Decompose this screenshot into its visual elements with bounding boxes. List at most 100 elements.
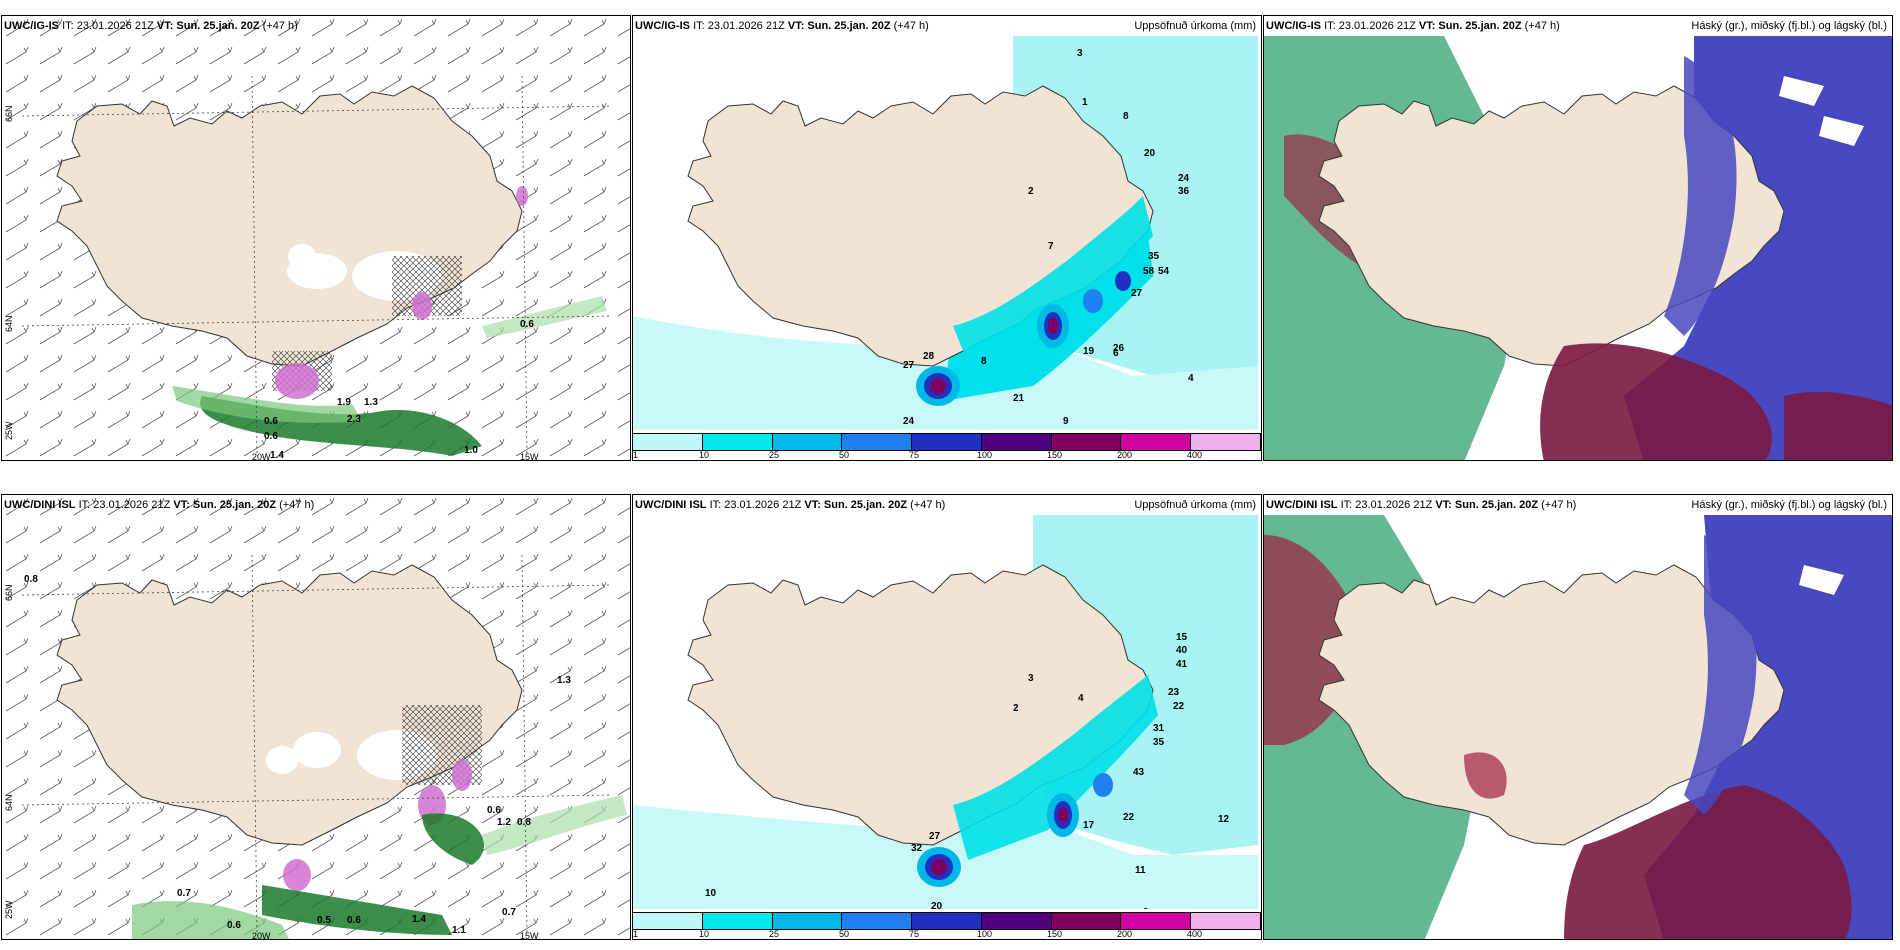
value-label: 0.8: [24, 574, 38, 585]
colorbar-segment: [1051, 913, 1122, 929]
lat-label-66n: 66N: [4, 584, 14, 601]
colorbar-segment: [772, 434, 843, 450]
panel-top-middle-precip: UWC/IG-IS IT: 23.01.2026 21Z VT: Sun. 25…: [632, 15, 1262, 461]
value-label: 21: [1013, 393, 1025, 404]
map-clouds: [1264, 495, 1892, 939]
colorbar-segments: [633, 912, 1261, 930]
value-label: 9: [1063, 416, 1069, 427]
value-label: 43: [1133, 767, 1145, 778]
precipitation-colorbar: 1 10 25 50 75 100 150 200 400: [633, 909, 1261, 939]
colorbar-segment: [772, 913, 843, 929]
colorbar-segment: [1191, 434, 1261, 450]
value-label: 2: [1013, 703, 1019, 714]
colorbar-tick: 75: [909, 929, 920, 939]
map-precipitation: 3 1 2 7 8 20 24 36 35 58 54 27 26 19 21 …: [633, 36, 1258, 432]
value-label: 1.4: [270, 450, 284, 461]
value-label: 24: [903, 416, 915, 427]
map-clouds: [1264, 16, 1892, 460]
value-label: 0.7: [502, 907, 516, 918]
map-wind-barbs: 66N 64N 25W 20W 15W 0.8 0.7 0.5 0.6 0.6 …: [2, 495, 630, 940]
value-label: 41: [1176, 659, 1188, 670]
panel-bottom-middle-precip: UWC/DINI ISL IT: 23.01.2026 21Z VT: Sun.…: [632, 494, 1262, 940]
colorbar-tick: 150: [1047, 450, 1063, 460]
value-label: 27: [903, 360, 915, 371]
colorbar-tick: 1: [633, 929, 639, 939]
value-label: 6: [1113, 348, 1119, 359]
colorbar-tick: 10: [699, 929, 710, 939]
colorbar-segment: [1191, 913, 1261, 929]
colorbar-segment: [1121, 434, 1192, 450]
panel-header: UWC/DINI ISL IT: 23.01.2026 21Z VT: Sun.…: [4, 499, 315, 511]
value-label: 8: [981, 356, 987, 367]
colorbar-segment: [633, 434, 703, 450]
colorbar-segment: [981, 434, 1052, 450]
value-label: 22: [1123, 812, 1135, 823]
panel-title: Háský (gr.), miðský (fj.bl.) og lágský (…: [1691, 499, 1887, 511]
value-label: 24: [1178, 173, 1190, 184]
colorbar-tick: 200: [1117, 929, 1133, 939]
value-label: 1.3: [557, 675, 571, 686]
colorbar-segment: [1121, 913, 1192, 929]
value-label: 32: [911, 843, 923, 854]
colorbar-tick: 50: [839, 450, 850, 460]
value-label: 54: [1158, 266, 1170, 277]
value-label: 35: [1153, 737, 1165, 748]
lon-label-25w: 25W: [4, 900, 14, 919]
value-label: 0.6: [227, 920, 241, 931]
value-label: 0.6: [520, 319, 534, 330]
value-label: 4: [1078, 693, 1084, 704]
colorbar-tick: 100: [977, 929, 993, 939]
colorbar-segment: [842, 913, 913, 929]
value-label: 31: [1153, 723, 1165, 734]
colorbar-tick: 50: [839, 929, 850, 939]
panel-top-right-clouds: UWC/IG-IS IT: 23.01.2026 21Z VT: Sun. 25…: [1263, 15, 1893, 461]
value-label: 20: [1144, 148, 1156, 159]
colorbar-segment: [1051, 434, 1122, 450]
colorbar-segments: [633, 433, 1261, 451]
panel-title: Háský (gr.), miðský (fj.bl.) og lágský (…: [1691, 20, 1887, 32]
value-label: 1.3: [364, 397, 378, 408]
colorbar-tick: 400: [1187, 929, 1203, 939]
value-label: 0.6: [487, 805, 501, 816]
value-label: 36: [1178, 186, 1190, 197]
colorbar-tick: 400: [1187, 450, 1203, 460]
value-label: 20: [931, 901, 943, 912]
value-label: 1.1: [452, 925, 466, 936]
panel-header: UWC/IG-IS IT: 23.01.2026 21Z VT: Sun. 25…: [635, 20, 929, 32]
value-label: 1.2: [497, 817, 511, 828]
value-label: 26: [1113, 343, 1125, 354]
lon-label-20w: 20W: [252, 931, 271, 940]
colorbar-tick: 10: [699, 450, 710, 460]
panel-header: UWC/IG-IS IT: 23.01.2026 21Z VT: Sun. 25…: [1266, 20, 1560, 32]
value-label: 27: [929, 831, 941, 842]
value-label: 2.3: [347, 414, 361, 425]
colorbar-tick: 150: [1047, 929, 1063, 939]
panel-bottom-left-wind-snow: UWC/DINI ISL IT: 23.01.2026 21Z VT: Sun.…: [1, 494, 631, 940]
colorbar-segment: [981, 913, 1052, 929]
value-label: 8: [1123, 111, 1129, 122]
precipitation-colorbar: 1 10 25 50 75 100 150 200 400: [633, 430, 1261, 460]
value-label: 7: [1048, 241, 1054, 252]
colorbar-segment: [702, 434, 773, 450]
lat-label-64n: 64N: [4, 794, 14, 811]
panel-header: UWC/DINI ISL IT: 23.01.2026 21Z VT: Sun.…: [635, 499, 946, 511]
value-label: 3: [1077, 48, 1083, 59]
panel-bottom-right-clouds: UWC/DINI ISL IT: 23.01.2026 21Z VT: Sun.…: [1263, 494, 1893, 940]
colorbar-segment: [702, 913, 773, 929]
value-label: 58: [1143, 266, 1155, 277]
value-label: 1.4: [412, 914, 426, 925]
value-label: 1: [1082, 97, 1088, 108]
lon-label-15w: 15W: [520, 452, 539, 461]
colorbar-tick: 200: [1117, 450, 1133, 460]
value-label: 35: [1148, 251, 1160, 262]
lon-label-20w: 20W: [252, 452, 271, 461]
panel-header: UWC/DINI ISL IT: 23.01.2026 21Z VT: Sun.…: [1266, 499, 1577, 511]
lat-label-66n: 66N: [4, 105, 14, 122]
map-wind-barbs: 66N 64N 25W 20W 15W 0.6 1.0 1.4 2.3 0.6 …: [2, 16, 630, 461]
panel-title: Uppsöfnuð úrkoma (mm): [1134, 499, 1256, 511]
value-label: 27: [1131, 288, 1143, 299]
colorbar-tick: 1: [633, 450, 639, 460]
value-label: 19: [1083, 346, 1095, 357]
colorbar-segment: [912, 913, 982, 929]
value-label: 0.6: [347, 915, 361, 926]
